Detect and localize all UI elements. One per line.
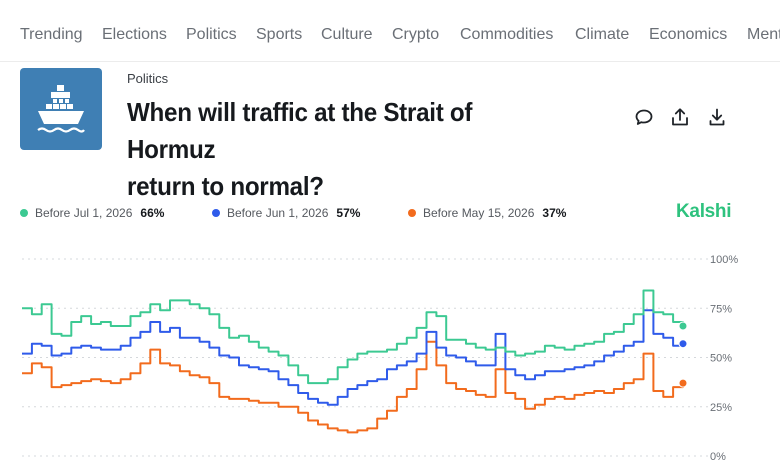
- legend-swatch: [212, 209, 220, 217]
- legend-label: Before May 15, 2026: [423, 206, 535, 220]
- share-icon: [672, 108, 688, 126]
- legend-value: 37%: [542, 206, 567, 220]
- market-title-line-2: return to normal?: [127, 171, 324, 201]
- category-nav: Trending Elections Politics Sports Cultu…: [0, 0, 780, 62]
- legend-value: 66%: [140, 206, 165, 220]
- legend-swatch: [408, 209, 416, 217]
- nav-item-economics[interactable]: Economics: [649, 26, 728, 43]
- nav-item-mentions[interactable]: Mentions: [747, 26, 780, 43]
- share-button[interactable]: [669, 106, 691, 128]
- price-history-chart[interactable]: 100% 75% 50% 25% 0%: [0, 240, 780, 470]
- legend-item-may-15[interactable]: Before May 15, 2026 37%: [408, 206, 566, 220]
- download-button[interactable]: [706, 106, 728, 128]
- series-end-marker: [678, 321, 688, 331]
- series-end-marker: [678, 339, 688, 349]
- nav-item-sports[interactable]: Sports: [256, 26, 303, 43]
- cargo-ship-icon: [37, 85, 85, 133]
- legend-item-jun-1[interactable]: Before Jun 1, 2026 57%: [212, 206, 360, 220]
- download-icon: [709, 108, 725, 126]
- series-line: [22, 289, 684, 385]
- y-tick-label: 100%: [710, 254, 738, 266]
- comment-icon: [635, 109, 653, 125]
- legend-label: Before Jul 1, 2026: [35, 206, 133, 220]
- legend-value: 57%: [336, 206, 361, 220]
- nav-item-crypto[interactable]: Crypto: [392, 26, 440, 43]
- market-title-line-1: When will traffic at the Strait of Hormu…: [127, 97, 473, 164]
- market-title: When will traffic at the Strait of Hormu…: [127, 94, 564, 205]
- nav-item-climate[interactable]: Climate: [575, 26, 630, 43]
- series-line: [22, 340, 684, 434]
- market-thumbnail: [20, 68, 102, 150]
- legend-label: Before Jun 1, 2026: [227, 206, 329, 220]
- y-axis: 100% 75% 50% 25% 0%: [710, 254, 738, 463]
- comment-button[interactable]: [633, 106, 655, 128]
- legend-swatch: [20, 209, 28, 217]
- series-line: [22, 309, 684, 406]
- y-tick-label: 50%: [710, 353, 732, 365]
- nav-item-culture[interactable]: Culture: [321, 26, 373, 43]
- kalshi-logo[interactable]: Kalshi: [676, 201, 732, 222]
- series-end-marker: [678, 378, 688, 388]
- market-category[interactable]: Politics: [127, 71, 169, 86]
- chart-series: [22, 289, 684, 434]
- nav-item-politics[interactable]: Politics: [186, 26, 237, 43]
- nav-item-elections[interactable]: Elections: [102, 26, 167, 43]
- series-end-markers: [678, 321, 688, 388]
- nav-item-trending[interactable]: Trending: [20, 26, 83, 43]
- chart-grid: [22, 258, 708, 457]
- y-tick-label: 0%: [710, 451, 726, 463]
- legend-item-jul-1[interactable]: Before Jul 1, 2026 66%: [20, 206, 164, 220]
- y-tick-label: 75%: [710, 303, 732, 315]
- nav-item-commodities[interactable]: Commodities: [460, 26, 554, 43]
- y-tick-label: 25%: [710, 402, 732, 414]
